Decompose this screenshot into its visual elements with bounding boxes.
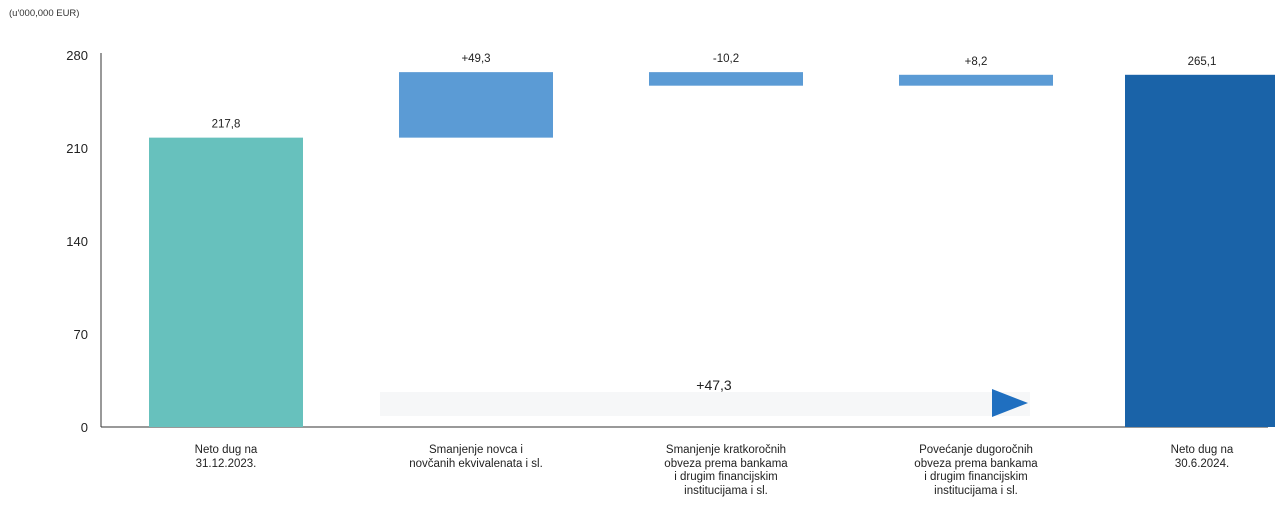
arrow-shadow <box>380 392 1030 416</box>
bar-value-label: +49,3 <box>461 53 490 65</box>
category-label: Neto dug na 30.6.2024. <box>1170 444 1234 470</box>
change-bar <box>899 74 1053 86</box>
y-tick-label: 70 <box>74 327 88 342</box>
bar-value-label: -10,2 <box>713 53 739 65</box>
y-tick-label: 140 <box>66 234 88 249</box>
y-tick-label: 0 <box>81 420 88 435</box>
category-label: Smanjenje novca i novčanih ekvivalenata … <box>409 444 543 470</box>
total-bar <box>1125 74 1275 427</box>
bar-value-label: +8,2 <box>965 56 988 68</box>
category-label: Smanjenje kratkoročnih obveza prema bank… <box>664 444 788 497</box>
unit-label: (u'000,000 EUR) <box>9 8 80 19</box>
category-label: Povećanje dugoročnih obveza prema bankam… <box>914 444 1038 497</box>
change-bar <box>649 72 803 86</box>
bar-value-label: 265,1 <box>1188 56 1217 68</box>
category-label: Neto dug na 31.12.2023. <box>194 444 258 470</box>
change-bar <box>399 72 553 138</box>
total-bar <box>149 137 303 427</box>
bar-value-label: 217,8 <box>212 119 241 131</box>
arrow-head-icon <box>992 389 1028 417</box>
total-change-label: +47,3 <box>696 377 732 393</box>
y-tick-label: 210 <box>66 141 88 156</box>
y-tick-label: 280 <box>66 48 88 63</box>
